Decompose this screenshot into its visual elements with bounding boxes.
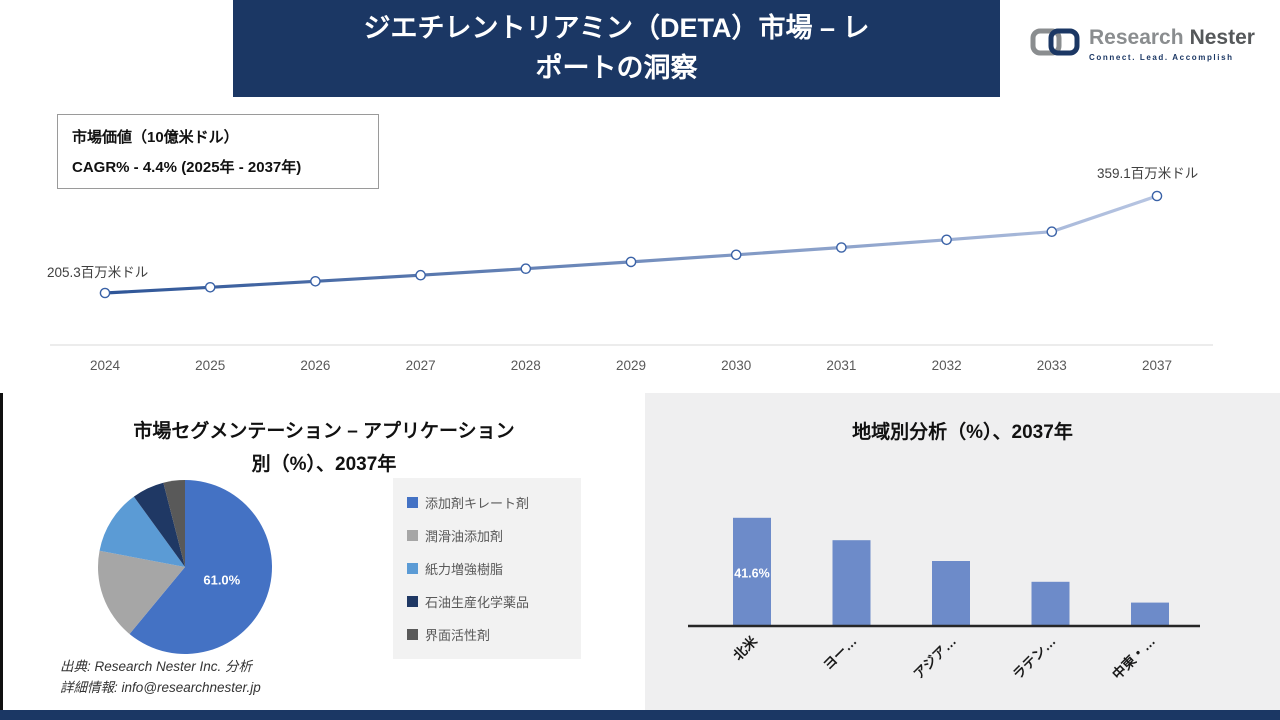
segmentation-title-line1: 市場セグメンテーション – アプリケーション — [133, 421, 515, 442]
region-label: アジア… — [911, 634, 959, 682]
x-tick-label: 2033 — [1037, 358, 1067, 373]
legend-item: 界面活性剤 — [407, 618, 581, 651]
bar — [832, 540, 871, 626]
x-tick-label: 2026 — [300, 358, 330, 373]
data-point-marker — [730, 249, 742, 261]
bar — [1131, 602, 1169, 626]
report-title-line2: ポートの洞察 — [535, 52, 698, 83]
pie-slice — [99, 496, 185, 567]
x-tick-label: 2028 — [511, 358, 541, 373]
data-point-marker — [415, 269, 426, 281]
report-title-line1: ジエチレントリアミン（DETA）市場 – レ — [363, 13, 870, 44]
chain-link-icon — [1030, 28, 1080, 56]
data-point-marker — [520, 263, 532, 274]
x-tick-label: 2037 — [1142, 358, 1172, 373]
logo-word-research: Research — [1089, 26, 1184, 49]
bar — [1031, 581, 1070, 626]
logo-tagline: Connect. Lead. Accomplish — [1089, 53, 1234, 62]
legend-swatch-blue — [407, 497, 418, 508]
source-block: 出典: Research Nester Inc. 分析 詳細情報: info@r… — [60, 657, 261, 699]
pie-slice — [163, 480, 185, 567]
data-point-marker — [310, 276, 321, 287]
logo-text: Research Nester Connect. Lead. Accomplis… — [1089, 26, 1255, 62]
cagr-label: CAGR% - 4.4% (2025年 - 2037年) — [72, 159, 302, 176]
region-label: ラテン… — [1010, 634, 1059, 683]
bar — [733, 517, 771, 626]
x-tick-label: 2031 — [826, 358, 856, 373]
legend-label: 添加剤キレート剤 — [425, 496, 530, 511]
region-label: 中東・… — [1109, 633, 1158, 682]
data-point-marker — [99, 287, 111, 299]
market-value-label: 市場価値（10億米ドル） — [72, 129, 239, 146]
legend-item: 潤滑油添加剤 — [407, 519, 581, 552]
line-end-value-label: 359.1百万米ドル — [1097, 166, 1199, 181]
line-series — [104, 194, 1158, 295]
x-tick-label: 2029 — [616, 358, 646, 373]
x-tick-label: 2027 — [406, 358, 436, 373]
bar-data-label: 41.6% — [734, 566, 769, 580]
legend-label: 潤滑油添加剤 — [425, 529, 504, 544]
bottom-section: 市場セグメンテーション – アプリケーション 別（%）、2037年 61.0% … — [0, 393, 1280, 710]
data-point-marker — [836, 242, 847, 253]
research-nester-logo: Research Nester Connect. Lead. Accomplis… — [1030, 26, 1255, 62]
legend-item: 添加剤キレート剤 — [407, 486, 581, 519]
pie-slice — [133, 482, 185, 567]
data-point-marker — [1046, 226, 1058, 237]
x-tick-label: 2032 — [932, 358, 962, 373]
footer-strip — [0, 710, 1280, 720]
pie-data-label: 61.0% — [203, 572, 240, 587]
data-point-marker — [204, 282, 216, 293]
x-tick-label: 2025 — [195, 358, 225, 373]
contact-note: 詳細情報: info@researchnester.jp — [60, 679, 261, 695]
pie-slice — [97, 550, 185, 635]
market-value-line-chart: 2024 2025 2026 2027 2028 2029 2030 2031 2032 2033… — [50, 190, 1213, 373]
data-point-marker — [1151, 190, 1163, 202]
data-point-marker — [625, 256, 637, 268]
legend-swatch-gray — [407, 530, 418, 541]
legend-swatch-darkgray — [407, 629, 418, 640]
source-note: 出典: Research Nester Inc. 分析 — [60, 659, 253, 674]
report-title-banner: ジエチレントリアミン（DETA）市場 – レ ポートの洞察 — [233, 0, 1000, 97]
legend-item: 紙力増強樹脂 — [407, 552, 581, 585]
application-pie-chart: 61.0% — [97, 480, 273, 654]
legend-label: 界面活性剤 — [425, 628, 491, 643]
pie-legend: 添加剤キレート剤 潤滑油添加剤 紙力増強樹脂 石油生産化学薬品 界面活性剤 — [393, 478, 581, 659]
legend-swatch-lightblue — [407, 563, 418, 574]
legend-item: 石油生産化学薬品 — [407, 585, 581, 618]
legend-swatch-navy — [407, 596, 418, 607]
x-tick-label: 2030 — [721, 358, 751, 373]
x-tick-label: 2024 — [90, 358, 121, 373]
line-start-value-label: 205.3百万米ドル — [47, 265, 149, 280]
region-label: 北米 — [730, 632, 761, 663]
segmentation-panel: 市場セグメンテーション – アプリケーション 別（%）、2037年 61.0% … — [0, 393, 645, 710]
data-point-marker — [941, 234, 952, 246]
bar — [932, 561, 970, 626]
segmentation-title-line2: 別（%）、2037年 — [251, 454, 397, 476]
regional-panel: 地域別分析（%）、2037年 41.6% 北米 ヨー… アジア… ラテン… 中東・… — [645, 393, 1280, 710]
region-label: ヨー… — [820, 634, 859, 673]
logo-word-nester: Nester — [1189, 26, 1255, 49]
segmentation-title: 市場セグメンテーション – アプリケーション 別（%）、2037年 — [3, 415, 645, 482]
legend-label: 紙力増強樹脂 — [425, 562, 504, 577]
legend-label: 石油生産化学薬品 — [425, 595, 530, 610]
regional-title: 地域別分析（%）、2037年 — [852, 422, 1073, 443]
pie-slice — [129, 480, 273, 654]
regional-bar-chart: 41.6% 北米 ヨー… アジア… ラテン… 中東・… — [688, 517, 1200, 683]
market-value-info-box: 市場価値（10億米ドル） CAGR% - 4.4% (2025年 - 2037年… — [57, 114, 379, 189]
